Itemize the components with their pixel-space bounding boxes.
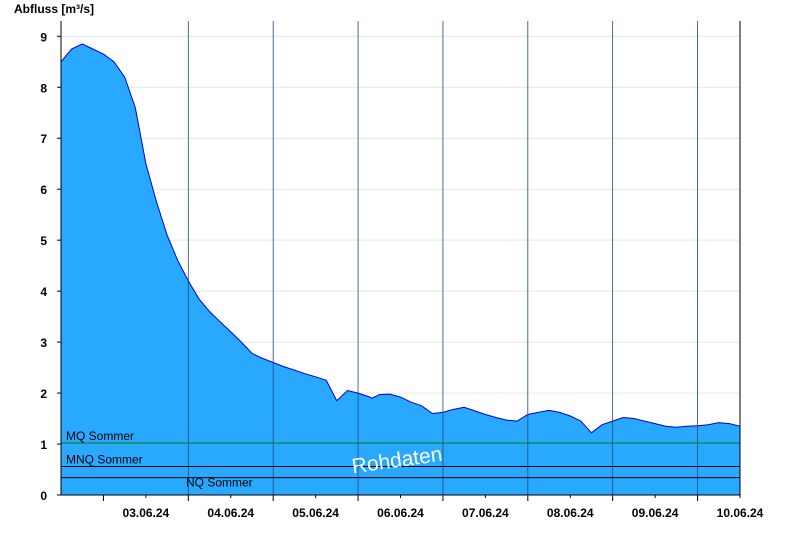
x-tick-label: 04.06.24 <box>207 506 254 520</box>
day-lines <box>187 21 698 495</box>
x-tick-label: 05.06.24 <box>292 506 339 520</box>
y-tick-label: 0 <box>40 489 47 503</box>
plot-area <box>60 43 741 496</box>
x-tick-label: 09.06.24 <box>632 506 679 520</box>
y-tick-label: 4 <box>40 285 47 299</box>
y-tick-label: 2 <box>40 387 47 401</box>
reference-label: NQ Sommer <box>186 476 253 490</box>
reference-label: MQ Sommer <box>66 429 134 443</box>
y-tick-label: 5 <box>40 234 47 248</box>
x-tick-label: 08.06.24 <box>547 506 594 520</box>
x-tick-label: 03.06.24 <box>123 506 170 520</box>
x-tick-label: 10.06.24 <box>717 506 764 520</box>
y-tick-label: 6 <box>40 183 47 197</box>
y-tick-label: 8 <box>40 81 47 95</box>
x-tick-label: 07.06.24 <box>462 506 509 520</box>
y-tick-label: 3 <box>40 336 47 350</box>
reference-label: MNQ Sommer <box>66 452 143 466</box>
tick-labels: 0 1 2 3 4 5 6 7 8 9 03.06.24 04.06.24 05.06.24 06.06.… <box>40 30 763 520</box>
y-axis-label: Abfluss [m³/s] <box>14 2 94 16</box>
y-tick-label: 7 <box>40 132 47 146</box>
x-tick-label: 06.06.24 <box>377 506 424 520</box>
discharge-area <box>61 43 740 496</box>
y-tick-label: 9 <box>40 30 47 44</box>
reference-lines: MQ Sommer MNQ Sommer NQ Sommer <box>61 429 740 490</box>
discharge-line <box>60 43 741 434</box>
y-tick-label: 1 <box>40 438 47 452</box>
